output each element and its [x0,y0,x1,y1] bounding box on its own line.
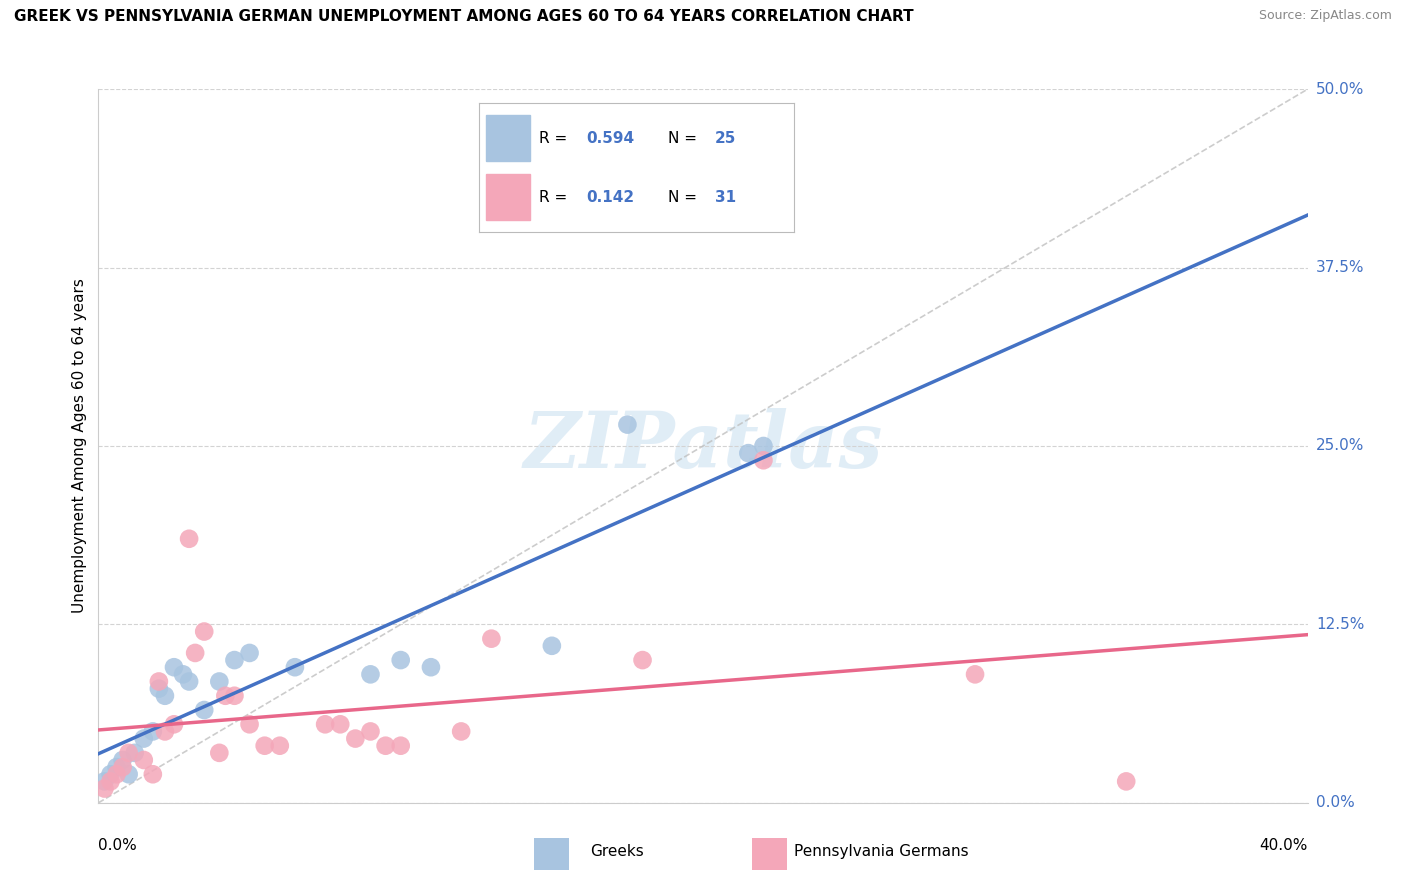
Point [616,417,638,432]
Point [224,689,246,703]
Point [208,746,231,760]
Point [631,653,654,667]
Point [105,767,128,781]
Point [360,667,382,681]
Point [111,753,134,767]
Point [93,781,115,796]
Text: GREEK VS PENNSYLVANIA GERMAN UNEMPLOYMENT AMONG AGES 60 TO 64 YEARS CORRELATION : GREEK VS PENNSYLVANIA GERMAN UNEMPLOYMEN… [14,9,914,24]
Text: 25.0%: 25.0% [1316,439,1364,453]
Point [105,760,128,774]
Point [737,446,759,460]
Point [132,753,155,767]
Text: 0.0%: 0.0% [1316,796,1354,810]
Point [193,703,215,717]
Point [239,646,262,660]
Text: 12.5%: 12.5% [1316,617,1364,632]
Point [269,739,291,753]
Point [389,739,412,753]
Point [224,653,246,667]
Point [214,689,236,703]
Point [153,724,176,739]
Point [752,439,775,453]
Point [253,739,276,753]
Text: 40.0%: 40.0% [1260,838,1308,854]
Point [1115,774,1137,789]
Point [142,767,165,781]
Text: Source: ZipAtlas.com: Source: ZipAtlas.com [1258,9,1392,22]
Point [420,660,443,674]
Point [148,681,170,696]
Point [124,746,146,760]
Point [118,767,141,781]
Point [118,746,141,760]
Point [193,624,215,639]
Point [100,774,122,789]
Text: 37.5%: 37.5% [1316,260,1364,275]
Point [93,774,115,789]
Point [148,674,170,689]
Point [179,532,201,546]
Point [481,632,503,646]
Point [111,760,134,774]
Point [153,689,176,703]
Point [965,667,987,681]
Point [284,660,307,674]
Point [172,667,194,681]
Point [142,724,165,739]
Point [163,660,186,674]
Point [374,739,396,753]
Point [329,717,352,731]
Point [360,724,382,739]
Point [389,653,412,667]
Point [208,674,231,689]
Point [450,724,472,739]
Point [184,646,207,660]
Point [314,717,336,731]
Text: Pennsylvania Germans: Pennsylvania Germans [794,845,969,859]
Text: 0.0%: 0.0% [98,838,138,854]
Point [163,717,186,731]
Text: Greeks: Greeks [591,845,644,859]
Text: ZIPatlas: ZIPatlas [523,408,883,484]
Point [239,717,262,731]
Point [540,639,562,653]
Point [100,767,122,781]
Point [752,453,775,467]
Text: 50.0%: 50.0% [1316,82,1364,96]
Point [179,674,201,689]
Point [132,731,155,746]
Point [344,731,367,746]
Y-axis label: Unemployment Among Ages 60 to 64 years: Unemployment Among Ages 60 to 64 years [72,278,87,614]
